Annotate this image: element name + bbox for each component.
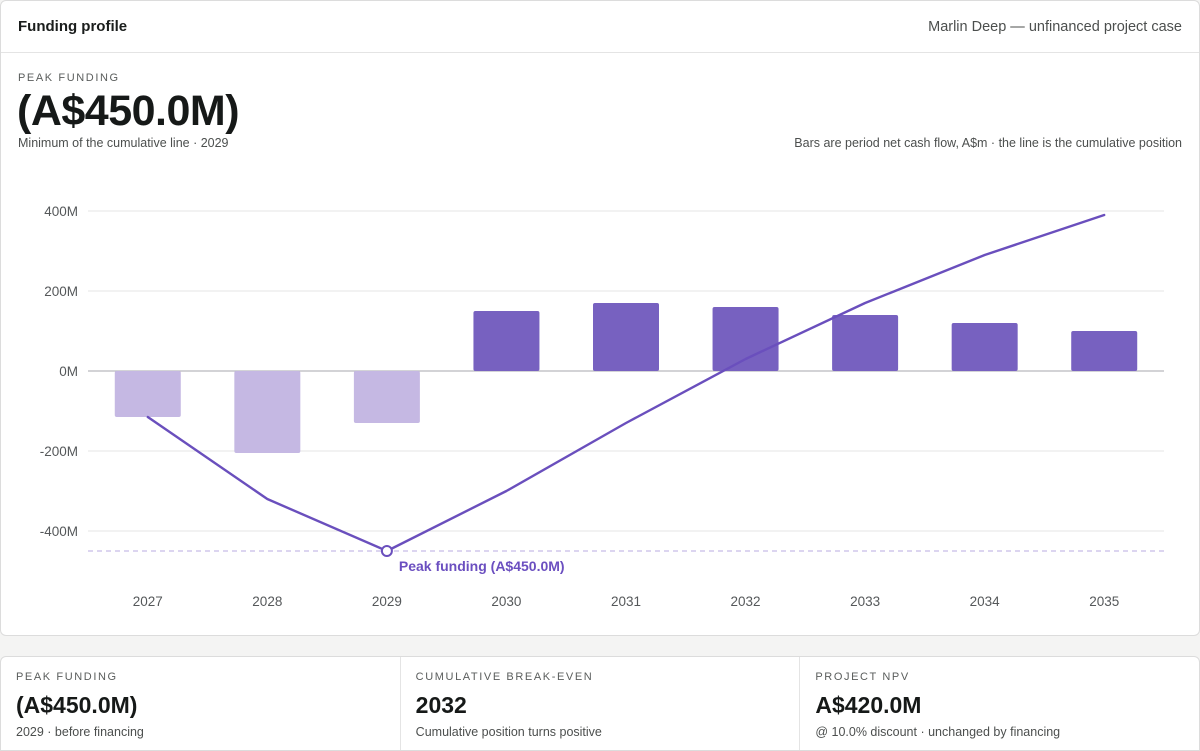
chart-caption: Bars are period net cash flow, A$m · the… <box>794 136 1182 150</box>
stat-peak-funding: PEAK FUNDING (A$450.0M) 2029 · before fi… <box>1 657 401 750</box>
kpi-value: (A$450.0M) <box>17 87 240 135</box>
kpi-label: PEAK FUNDING <box>18 72 120 84</box>
card-title: Funding profile <box>18 18 128 35</box>
bar-2029 <box>353 371 420 423</box>
stat-label: CUMULATIVE BREAK-EVEN <box>415 671 594 683</box>
bar-2028 <box>234 371 301 453</box>
peak-marker <box>380 545 393 557</box>
stat-label: PROJECT NPV <box>815 671 910 683</box>
stat-value: 2032 <box>415 692 467 718</box>
bar-2033 <box>832 315 899 371</box>
stat-value: A$420.0M <box>815 692 922 718</box>
y-tick-label: -400M <box>40 524 78 539</box>
stat-value: (A$450.0M) <box>16 692 138 718</box>
x-tick-label: 2034 <box>970 594 1001 609</box>
stat-note: 2029 · before financing <box>16 725 144 739</box>
funding-chart: 400M 200M 0M -200M -400M Peak funding (A$450.… <box>40 204 1164 609</box>
bar-2027 <box>114 371 181 417</box>
x-tick-label: 2035 <box>1089 594 1119 609</box>
bar-2032 <box>712 307 779 371</box>
x-tick-label: 2030 <box>491 594 521 609</box>
x-tick-label: 2033 <box>850 594 880 609</box>
kpi-note: Minimum of the cumulative line · 2029 <box>18 136 229 150</box>
stat-label: PEAK FUNDING <box>16 671 118 683</box>
cumulative-line <box>146 213 1106 553</box>
stat-npv: PROJECT NPV A$420.0M @ 10.0% discount · … <box>800 657 1199 750</box>
bar-2031 <box>593 303 659 371</box>
x-tick-label: 2027 <box>133 594 163 609</box>
bar-2030 <box>473 311 540 371</box>
card-header: Funding profile Marlin Deep — unfinanced… <box>1 1 1199 53</box>
peak-funding-label: Peak funding (A$450.0M) <box>399 558 565 574</box>
y-tick-label: 200M <box>44 284 78 299</box>
y-tick-label: -200M <box>40 444 78 459</box>
y-tick-label: 0M <box>59 364 78 379</box>
bar-2035 <box>1071 331 1138 371</box>
x-tick-label: 2032 <box>731 594 761 609</box>
x-tick-label: 2028 <box>252 594 282 609</box>
y-tick-label: 400M <box>44 204 78 219</box>
x-tick-label: 2031 <box>611 594 641 609</box>
stat-note: Cumulative position turns positive <box>415 725 602 739</box>
stat-break-even: CUMULATIVE BREAK-EVEN 2032 Cumulative po… <box>401 657 801 750</box>
card-subtitle: Marlin Deep — unfinanced project case <box>928 18 1182 35</box>
stat-note: @ 10.0% discount · unchanged by financin… <box>815 725 1061 739</box>
funding-profile-card: Funding profile Marlin Deep — unfinanced… <box>0 0 1200 636</box>
bar-2034 <box>951 323 1018 371</box>
stats-row: PEAK FUNDING (A$450.0M) 2029 · before fi… <box>0 656 1200 751</box>
x-tick-label: 2029 <box>372 594 402 609</box>
